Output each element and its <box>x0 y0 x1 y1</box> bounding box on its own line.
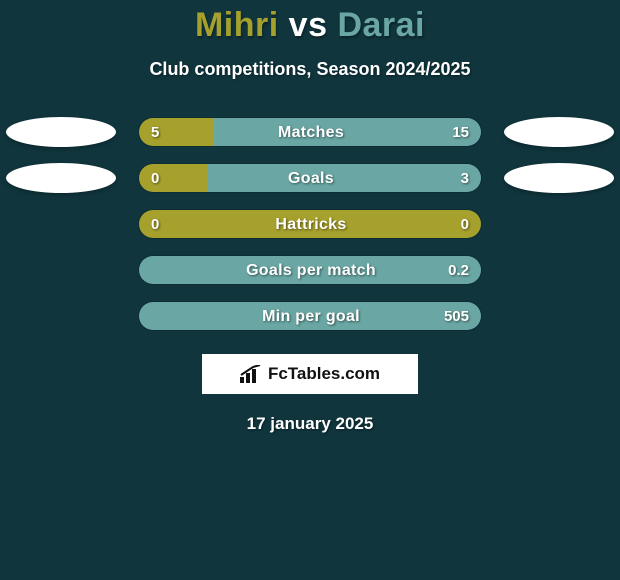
stat-row: Matches5 15 <box>0 116 620 148</box>
stat-bar-track: Min per goal505 <box>138 301 482 331</box>
brand-text: FcTables.com <box>268 364 380 384</box>
stat-value-left: 5 <box>139 118 171 147</box>
stat-row: Min per goal505 <box>0 300 620 332</box>
player-avatar-left <box>6 117 116 147</box>
stat-label: Hattricks <box>139 210 482 239</box>
stat-rows: Matches515Goals03Hattricks00Goals per ma… <box>0 116 620 332</box>
stat-label: Goals per match <box>139 256 482 285</box>
stat-bar-track: Hattricks0 0 <box>138 209 482 239</box>
title-player-right: Darai <box>337 6 425 44</box>
stat-label: Goals <box>139 164 482 193</box>
stat-bar-track: Goals per match0.2 <box>138 255 482 285</box>
stat-value-right: 3 <box>449 164 481 193</box>
stat-value-left: 0 <box>139 164 171 193</box>
stat-row: Hattricks0 0 <box>0 208 620 240</box>
stat-row: Goals0 3 <box>0 162 620 194</box>
stat-bar-track: Matches5 15 <box>138 117 482 147</box>
title-player-left: Mihri <box>195 6 279 44</box>
stat-label: Matches <box>139 118 482 147</box>
stat-value-left <box>139 256 163 285</box>
comparison-card: Mihri vs Darai Club competitions, Season… <box>0 0 620 580</box>
player-avatar-right <box>504 163 614 193</box>
stat-value-right: 15 <box>440 118 481 147</box>
player-avatar-left <box>6 163 116 193</box>
player-avatar-right <box>504 117 614 147</box>
date-label: 17 january 2025 <box>0 414 620 434</box>
stat-label: Min per goal <box>139 302 482 331</box>
stat-row: Goals per match0.2 <box>0 254 620 286</box>
page-title: Mihri vs Darai <box>0 0 620 45</box>
title-vs: vs <box>289 6 328 44</box>
stat-value-right: 0 <box>449 210 481 239</box>
stat-value-right: 0.2 <box>436 256 481 285</box>
stat-value-right: 505 <box>432 302 481 331</box>
chart-icon <box>240 365 262 383</box>
stat-value-left <box>139 302 163 331</box>
stat-value-left: 0 <box>139 210 171 239</box>
stat-bar-track: Goals0 3 <box>138 163 482 193</box>
subtitle: Club competitions, Season 2024/2025 <box>0 59 620 80</box>
brand-badge: FcTables.com <box>202 354 418 394</box>
